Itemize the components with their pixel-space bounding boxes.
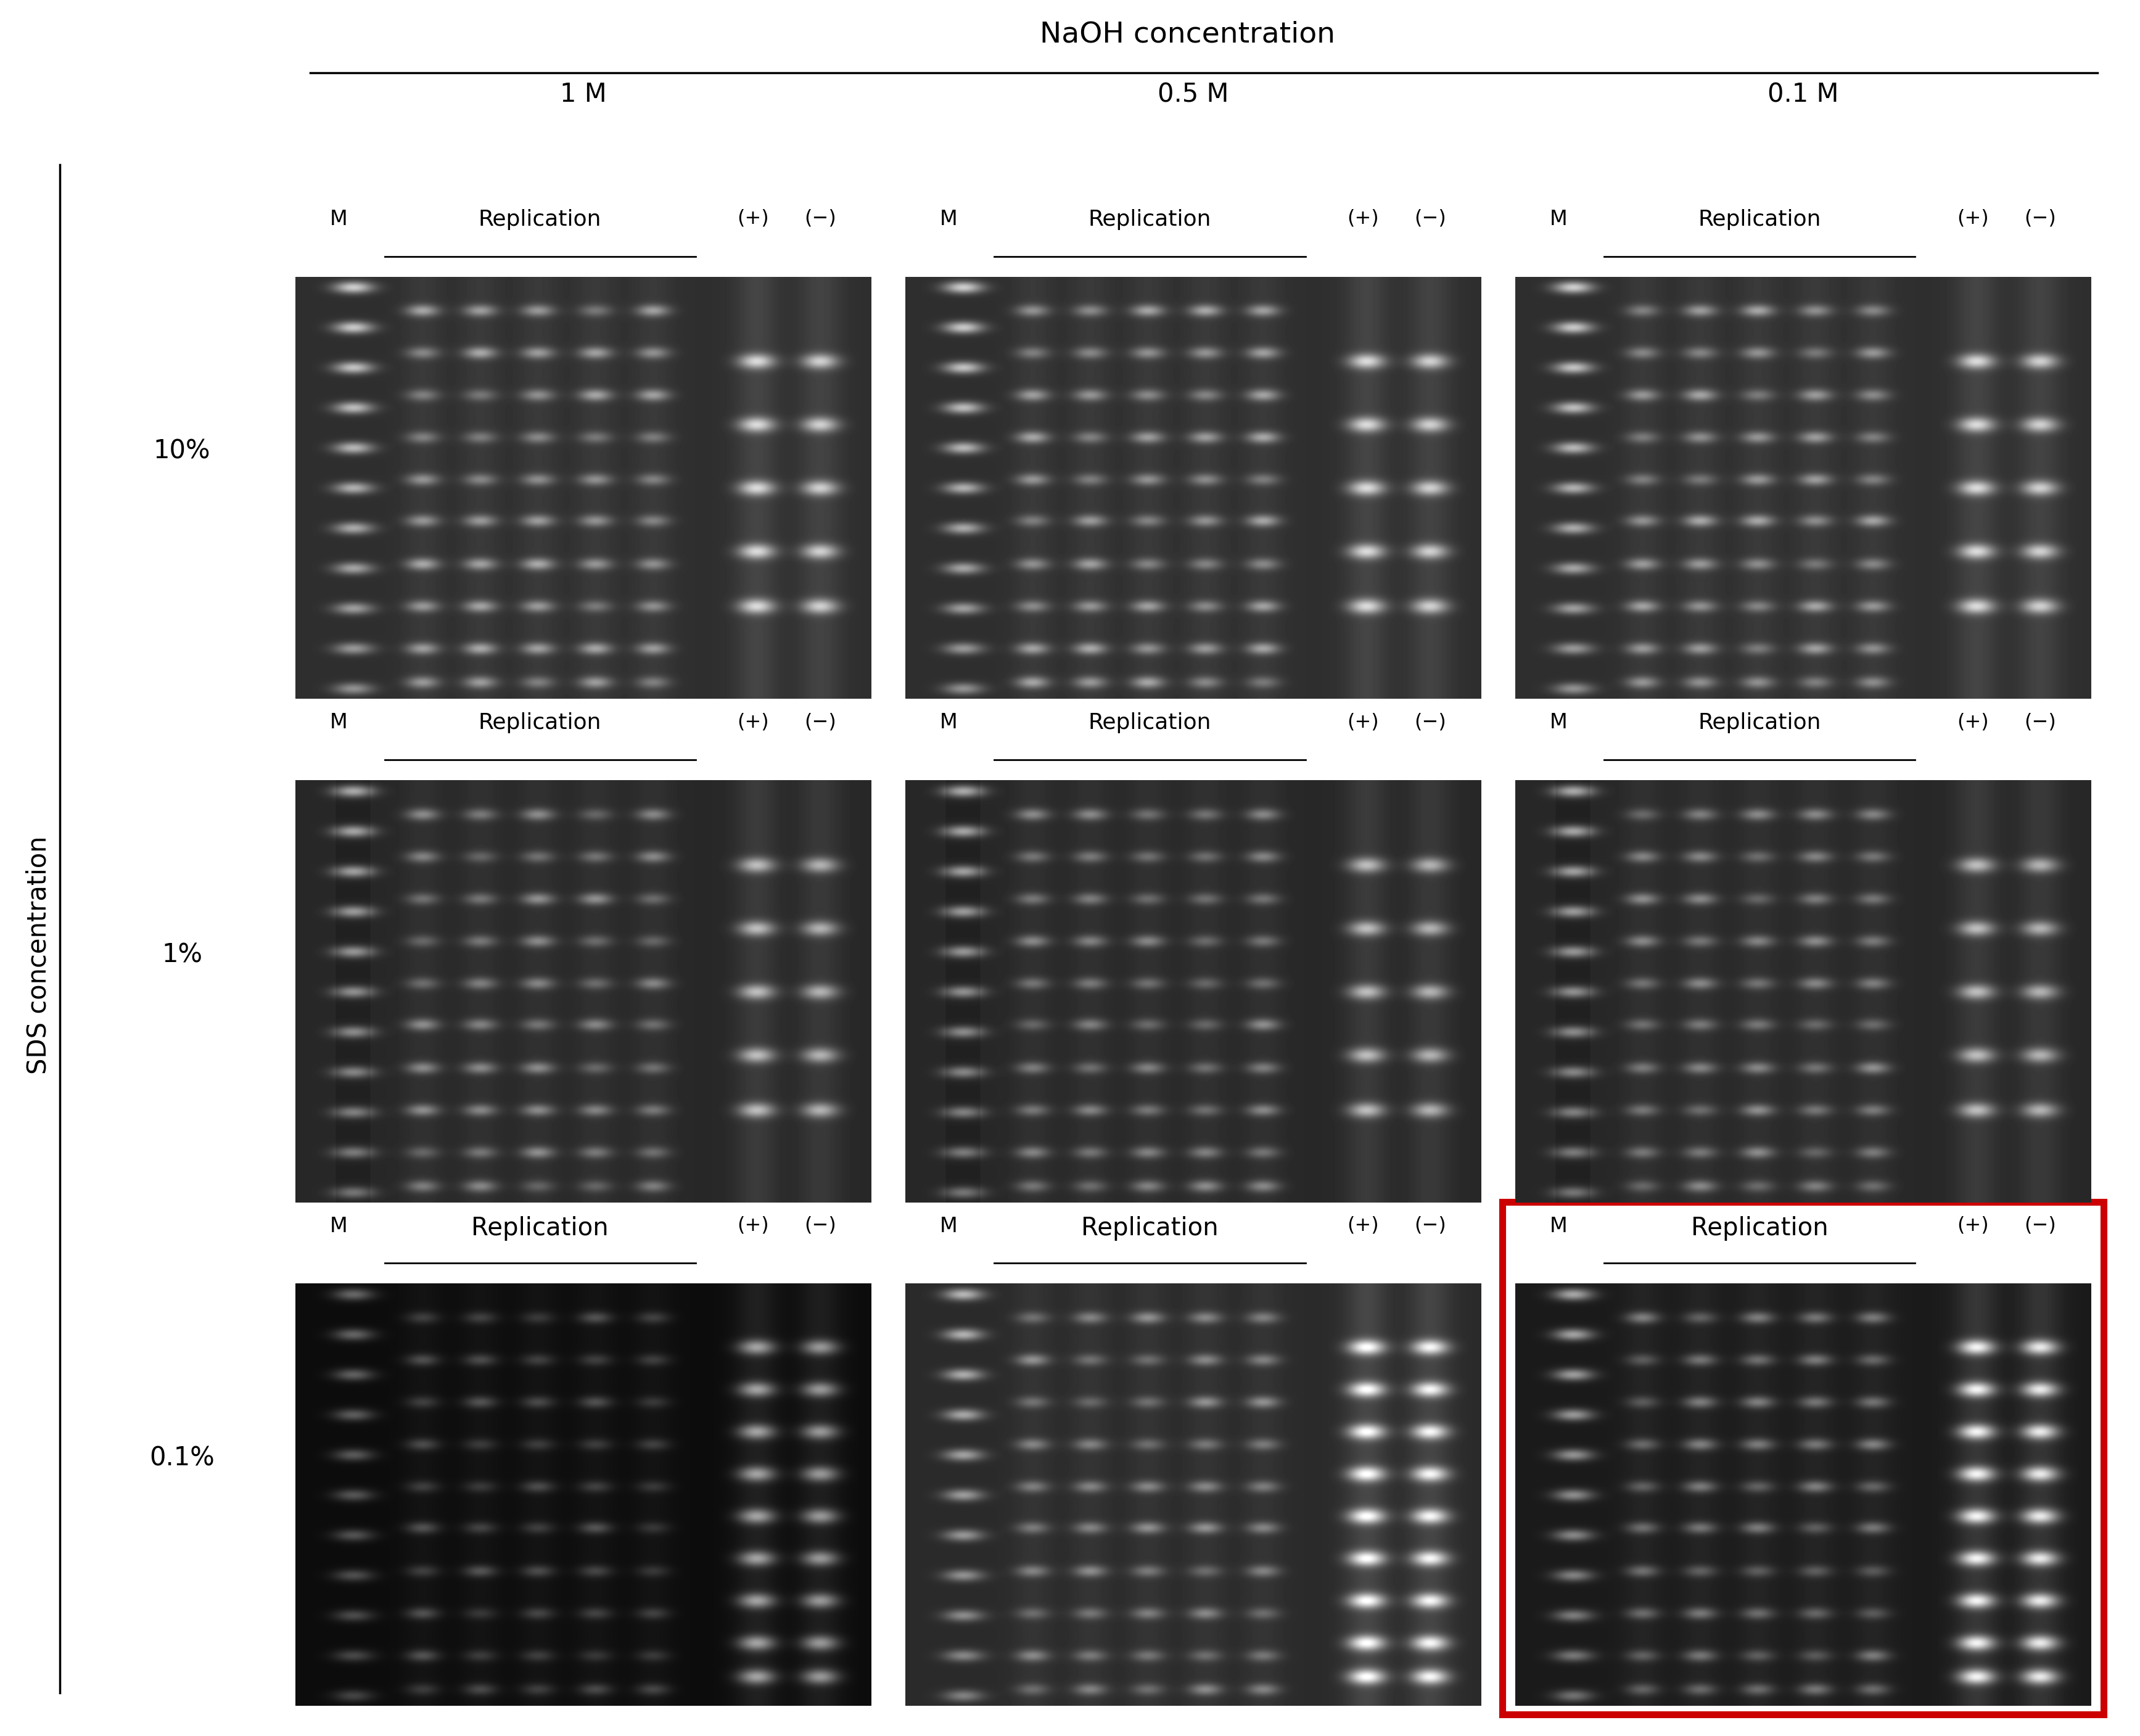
Text: Replication: Replication — [1699, 208, 1821, 229]
Text: (−): (−) — [805, 712, 837, 731]
Text: 1%: 1% — [160, 943, 203, 967]
Text: 0.5 M: 0.5 M — [1158, 82, 1228, 108]
Text: M: M — [330, 712, 347, 733]
Text: 10%: 10% — [154, 439, 210, 464]
Text: (+): (+) — [736, 208, 768, 227]
Text: (−): (−) — [2024, 1215, 2057, 1234]
Text: 0.1%: 0.1% — [150, 1446, 214, 1470]
Text: (−): (−) — [805, 1215, 837, 1234]
Bar — [1502, 1201, 2104, 1715]
Text: Replication: Replication — [1691, 1215, 1828, 1241]
Text: Replication: Replication — [1089, 712, 1211, 733]
Text: (−): (−) — [805, 208, 837, 227]
Text: M: M — [330, 1215, 347, 1236]
Text: M: M — [1549, 712, 1566, 733]
Text: (−): (−) — [2024, 208, 2057, 227]
Text: M: M — [1549, 208, 1566, 229]
Text: 1 M: 1 M — [561, 82, 606, 108]
Text: (+): (+) — [1346, 712, 1378, 731]
Text: Replication: Replication — [471, 1215, 608, 1241]
Text: (−): (−) — [1415, 712, 1447, 731]
Text: (+): (+) — [1956, 208, 1988, 227]
Text: Replication: Replication — [1699, 712, 1821, 733]
Text: Replication: Replication — [479, 712, 601, 733]
Text: M: M — [1549, 1215, 1566, 1236]
Text: Replication: Replication — [1081, 1215, 1218, 1241]
Text: Replication: Replication — [479, 208, 601, 229]
Text: M: M — [330, 208, 347, 229]
Text: (+): (+) — [1346, 1215, 1378, 1234]
Text: Replication: Replication — [1089, 208, 1211, 229]
Text: M: M — [939, 712, 957, 733]
Text: M: M — [939, 208, 957, 229]
Text: (+): (+) — [736, 712, 768, 731]
Text: (−): (−) — [1415, 1215, 1447, 1234]
Text: 0.1 M: 0.1 M — [1768, 82, 1838, 108]
Text: (+): (+) — [1956, 712, 1988, 731]
Text: (+): (+) — [1346, 208, 1378, 227]
Text: (−): (−) — [2024, 712, 2057, 731]
Text: M: M — [939, 1215, 957, 1236]
Text: NaOH concentration: NaOH concentration — [1040, 21, 1335, 49]
Text: (−): (−) — [1415, 208, 1447, 227]
Text: SDS concentration: SDS concentration — [26, 835, 51, 1075]
Text: (+): (+) — [1956, 1215, 1988, 1234]
Text: (+): (+) — [736, 1215, 768, 1234]
